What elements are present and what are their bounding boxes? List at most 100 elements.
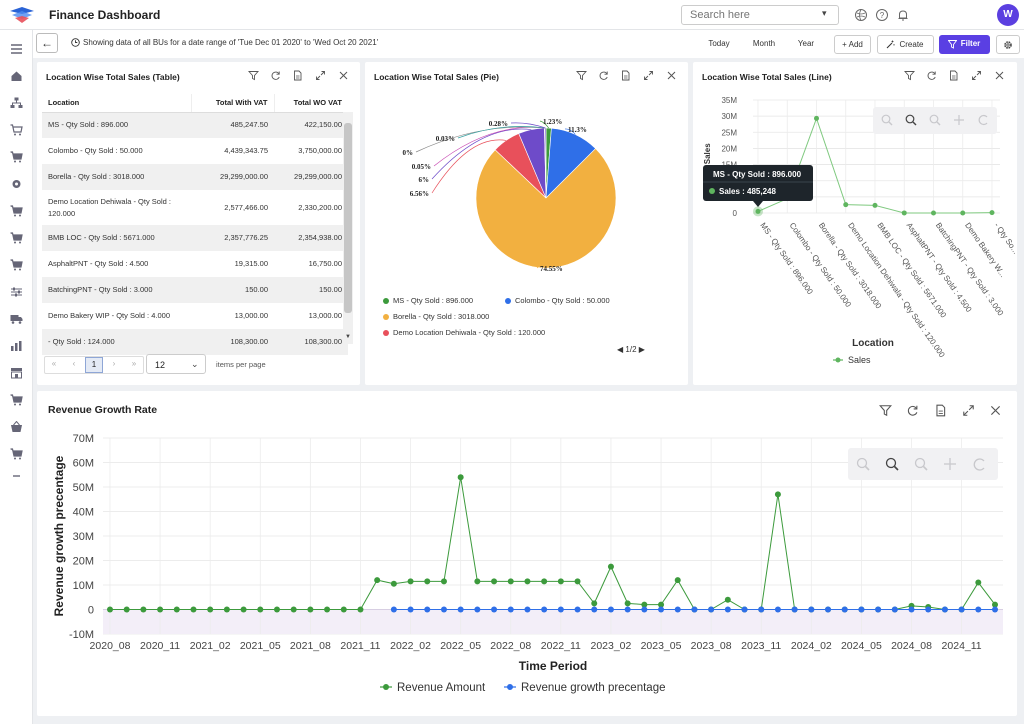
table-row[interactable]: BatchingPNT - Qty Sold : 3.000 150.00 150.…	[42, 277, 348, 303]
legend-next-button[interactable]: ▶	[638, 345, 645, 354]
pan-icon-shape	[954, 115, 964, 125]
first-page-button[interactable]: «	[51, 359, 57, 368]
expand-icon[interactable]	[962, 404, 975, 417]
filter-icon[interactable]	[904, 70, 915, 81]
chart-icon[interactable]	[10, 340, 23, 352]
help-icon[interactable]: ?	[875, 8, 889, 22]
data-point	[541, 578, 548, 585]
y-tick-label: 35M	[721, 96, 737, 105]
settings-button[interactable]	[996, 35, 1020, 54]
scroll-down-icon[interactable]: ▼	[345, 334, 351, 340]
menu-icon[interactable]	[10, 43, 23, 55]
table-cell: Demo Location Dehiwala - Qty Sold : 120.…	[48, 196, 171, 218]
cart-icon[interactable]	[10, 205, 23, 217]
cart-icon[interactable]	[10, 124, 23, 136]
globe-icon[interactable]	[854, 8, 868, 22]
expand-icon[interactable]	[315, 70, 326, 81]
table-cell: 485,247.50	[230, 120, 268, 130]
cart-icon[interactable]	[10, 394, 23, 406]
sliders-icon[interactable]	[10, 286, 23, 298]
data-point	[989, 210, 995, 216]
column-header[interactable]: Total With VAT	[190, 94, 274, 113]
y-axis-label: l Sales	[703, 143, 712, 169]
data-point	[173, 606, 180, 613]
table-row[interactable]: Borella - Qty Sold : 3018.000 29,299,000.…	[42, 164, 348, 190]
scrollbar-thumb[interactable]	[344, 123, 352, 313]
next-page-button[interactable]: ›	[112, 359, 116, 368]
column-header[interactable]: Total WO VAT	[273, 94, 348, 113]
today-button[interactable]: Today	[708, 39, 730, 48]
avatar[interactable]: W	[997, 4, 1019, 26]
zoom-in-icon	[856, 457, 870, 471]
document-icon[interactable]	[620, 70, 631, 81]
close-icon[interactable]	[338, 70, 349, 81]
legend-prev-button[interactable]: ◀	[617, 345, 624, 354]
last-page-button[interactable]: »	[131, 359, 137, 368]
document-icon[interactable]	[292, 70, 303, 81]
document-icon[interactable]	[934, 404, 947, 417]
truck-icon[interactable]	[10, 313, 23, 325]
refresh-icon[interactable]	[598, 70, 609, 81]
create-button[interactable]: Create	[877, 35, 934, 54]
search-input[interactable]	[681, 5, 839, 25]
expand-icon[interactable]	[643, 70, 654, 81]
data-point	[407, 578, 414, 585]
page-number-button[interactable]: 1	[85, 357, 103, 373]
cart-icon[interactable]	[10, 151, 23, 163]
cart-icon[interactable]	[10, 232, 23, 244]
data-point	[524, 606, 531, 613]
legend-item[interactable]: Borella - Qty Sold : 3018.000	[383, 312, 489, 321]
gear-icon[interactable]	[10, 178, 23, 190]
home-icon[interactable]	[10, 70, 23, 82]
legend-item[interactable]: Colombo - Qty Sold : 50.000	[505, 296, 610, 305]
prev-page-button[interactable]: ‹	[72, 359, 76, 368]
add-button[interactable]: + Add	[834, 35, 871, 54]
table-row[interactable]: - Qty Sold : 124.000 108,300.00 108,300.00	[42, 329, 348, 355]
year-button[interactable]: Year	[797, 39, 815, 48]
pie-data-label: 0.05%	[412, 163, 431, 171]
refresh-icon[interactable]	[926, 70, 937, 81]
magnifier-handle	[936, 121, 941, 126]
filter-button[interactable]: Filter	[939, 35, 990, 54]
column-header[interactable]: Location	[42, 94, 191, 113]
scrollbar[interactable]: ▼	[343, 112, 353, 344]
legend-item[interactable]: MS - Qty Sold : 896.000	[383, 296, 473, 305]
store-icon[interactable]	[10, 367, 23, 379]
table-row[interactable]: Demo Bakery WIP - Qty Sold : 4.000 13,000…	[42, 303, 348, 329]
table-cell: Demo Bakery WIP - Qty Sold : 4.000	[48, 311, 170, 320]
x-tick-label: 2021_11	[340, 640, 380, 652]
items-per-page-select[interactable]: 12 ⌄	[146, 354, 206, 374]
table-row[interactable]: Colombo - Qty Sold : 50.000 4,439,343.75 3…	[42, 138, 348, 164]
close-icon[interactable]	[989, 404, 1002, 417]
toolbar: ← Showing data of all BUs for a date ran…	[33, 30, 1024, 58]
close-icon[interactable]	[994, 70, 1005, 81]
table-row[interactable]: AsphaltPNT - Qty Sold : 4.500 19,315.00 16…	[42, 251, 348, 277]
data-point	[357, 606, 364, 613]
document-icon[interactable]	[948, 70, 959, 81]
refresh-icon[interactable]	[270, 70, 281, 81]
back-button[interactable]: ←	[36, 33, 58, 53]
filter-icon[interactable]	[879, 404, 892, 417]
data-point	[814, 115, 819, 121]
table-row[interactable]: BMB LOC - Qty Sold : 5671.000 2,357,776.2…	[42, 225, 348, 251]
basket-icon[interactable]	[10, 421, 23, 433]
sales-table-body: MS - Qty Sold : 896.000 485,247.50 422,150…	[42, 112, 348, 355]
svg-text:?: ?	[880, 11, 885, 20]
expand-icon[interactable]	[971, 70, 982, 81]
bell-icon[interactable]	[896, 8, 910, 22]
sitemap-icon[interactable]	[10, 97, 23, 109]
legend-item[interactable]: Demo Location Dehiwala - Qty Sold : 120.…	[383, 328, 545, 337]
filter-icon[interactable]	[576, 70, 587, 81]
cart-icon[interactable]	[10, 448, 23, 460]
month-button[interactable]: Month	[752, 39, 776, 48]
close-icon[interactable]	[666, 70, 677, 81]
chevron-down-icon[interactable]: ▾	[822, 8, 827, 18]
cart-icon[interactable]	[10, 259, 23, 271]
table-cell: - Qty Sold : 124.000	[48, 337, 115, 346]
filter-icon[interactable]	[248, 70, 259, 81]
collapse-icon[interactable]	[10, 470, 23, 482]
table-row[interactable]: Demo Location Dehiwala - Qty Sold : 120.…	[42, 190, 348, 225]
refresh-icon[interactable]	[906, 404, 919, 417]
table-row[interactable]: MS - Qty Sold : 896.000 485,247.50 422,150…	[42, 112, 348, 138]
x-tick-label: 2022_08	[490, 640, 531, 652]
